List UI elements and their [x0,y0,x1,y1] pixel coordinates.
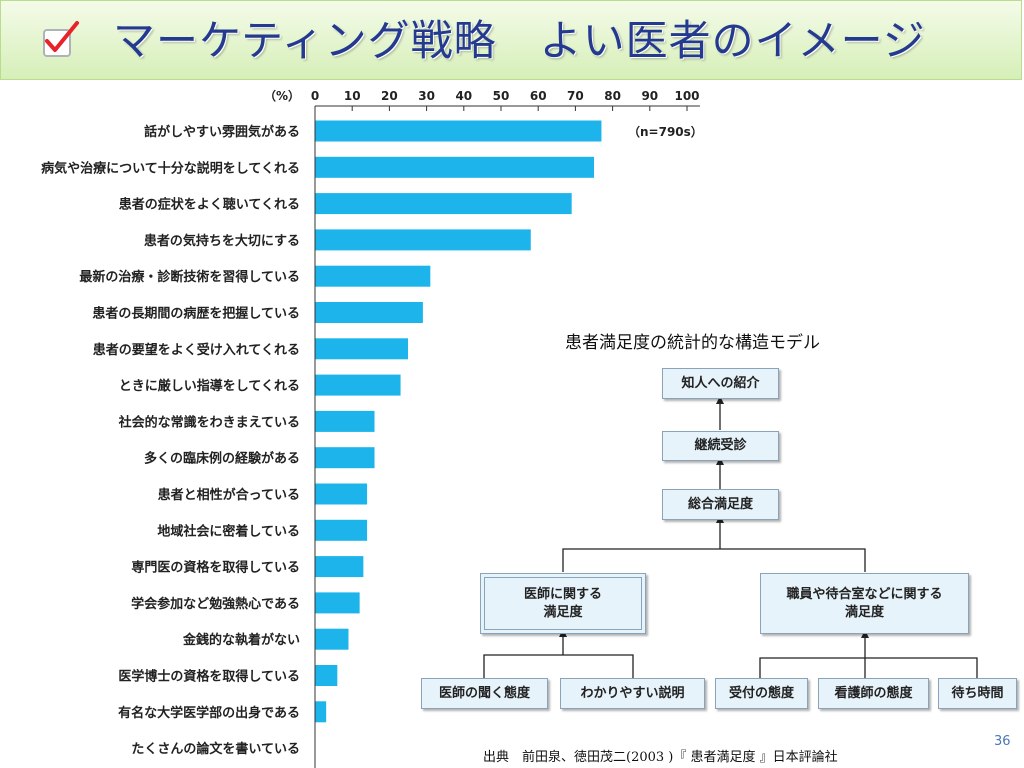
x-tick-label: 70 [567,89,584,103]
category-label: 患者と相性が合っている [158,487,300,503]
model-title: 患者満足度の統計的な構造モデル [565,333,820,353]
bar [315,592,360,614]
title-banner: マーケティング戦略 よい医者のイメージ [0,0,1022,80]
x-tick-label: 50 [493,89,510,103]
bar [315,265,431,287]
category-label: 金銭的な執着がない [182,632,300,648]
box-nurse-attitude: 看護師の態度 [818,678,929,709]
category-label: 多くの臨床例の経験がある [144,451,300,467]
bar [315,193,572,215]
bar [315,338,408,360]
category-label: たくさんの論文を書いている [131,741,300,757]
bar [315,156,594,178]
box-waiting-time: 待ち時間 [938,678,1017,709]
bar [315,556,364,578]
bar [315,302,423,323]
connector-doctor-branch [483,654,634,678]
bar [315,701,327,723]
bar [315,665,338,686]
connector-top-branch [562,548,866,572]
x-tick-label: 60 [530,89,547,103]
category-label: 最新の治療・診断技術を習得している [79,269,300,285]
category-label: ときに厳しい指導をしてくれる [119,378,300,394]
category-label: 医学博士の資格を取得している [118,669,300,685]
box-overall-satisfaction: 総合満足度 [662,489,779,520]
x-unit-label: （%） [264,88,300,103]
bar [315,120,602,142]
page-number: 36 [994,734,1011,749]
x-tick-label: 10 [344,89,361,103]
x-tick-label: 20 [381,89,398,103]
bar [315,483,368,505]
bar [315,374,401,396]
bar [315,229,531,251]
box-doctor-satisfaction: 医師に関する 満足度 [480,573,646,634]
category-label: 患者の長期間の病歴を把握している [92,306,300,322]
x-tick-label: 80 [604,89,621,103]
category-label: 話がしやすい雰囲気がある [144,124,300,140]
category-label: 社会的な常識をわきまえている [118,414,300,430]
slide-title: マーケティング戦略 よい医者のイメージ [113,16,926,65]
bar [315,447,375,469]
bar [315,519,368,541]
check-icon [43,21,79,57]
x-tick-label: 40 [455,89,472,103]
category-label: 患者の気持ちを大切にする [144,233,300,249]
category-label: 患者の症状をよく聴いてくれる [119,197,300,213]
category-label: 有名な大学医学部の出身である [118,705,300,721]
category-label: 学会参加など勉強熱心である [131,596,300,612]
bar [315,410,375,432]
x-tick-label: 0 [311,89,319,103]
box-staff-satisfaction: 職員や待合室などに関する 満足度 [760,573,969,634]
box-continued-visit: 継続受診 [662,431,779,461]
bar [315,628,349,650]
box-listening-attitude: 医師の聞く態度 [421,678,548,709]
x-tick-label: 90 [641,89,658,103]
category-label: 地域社会に密着している [157,523,300,539]
category-label: 専門医の資格を取得している [131,560,300,576]
source-citation: 出典 前田泉、徳田茂二(2003 )『 患者満足度 』日本評論社 [483,750,838,765]
connector-staff-branch [759,657,978,678]
x-tick-label: 30 [418,89,435,103]
category-label: 患者の要望をよく受け入れてくれる [93,342,300,358]
x-tick-label: 100 [674,89,699,103]
category-label: 病気や治療について十分な説明をしてくれる [41,160,300,176]
box-reception-attitude: 受付の態度 [715,678,808,709]
sample-size-annotation: （n=790s） [628,124,703,139]
box-clear-explanation: わかりやすい説明 [560,678,705,709]
box-referral: 知人への紹介 [662,368,779,399]
